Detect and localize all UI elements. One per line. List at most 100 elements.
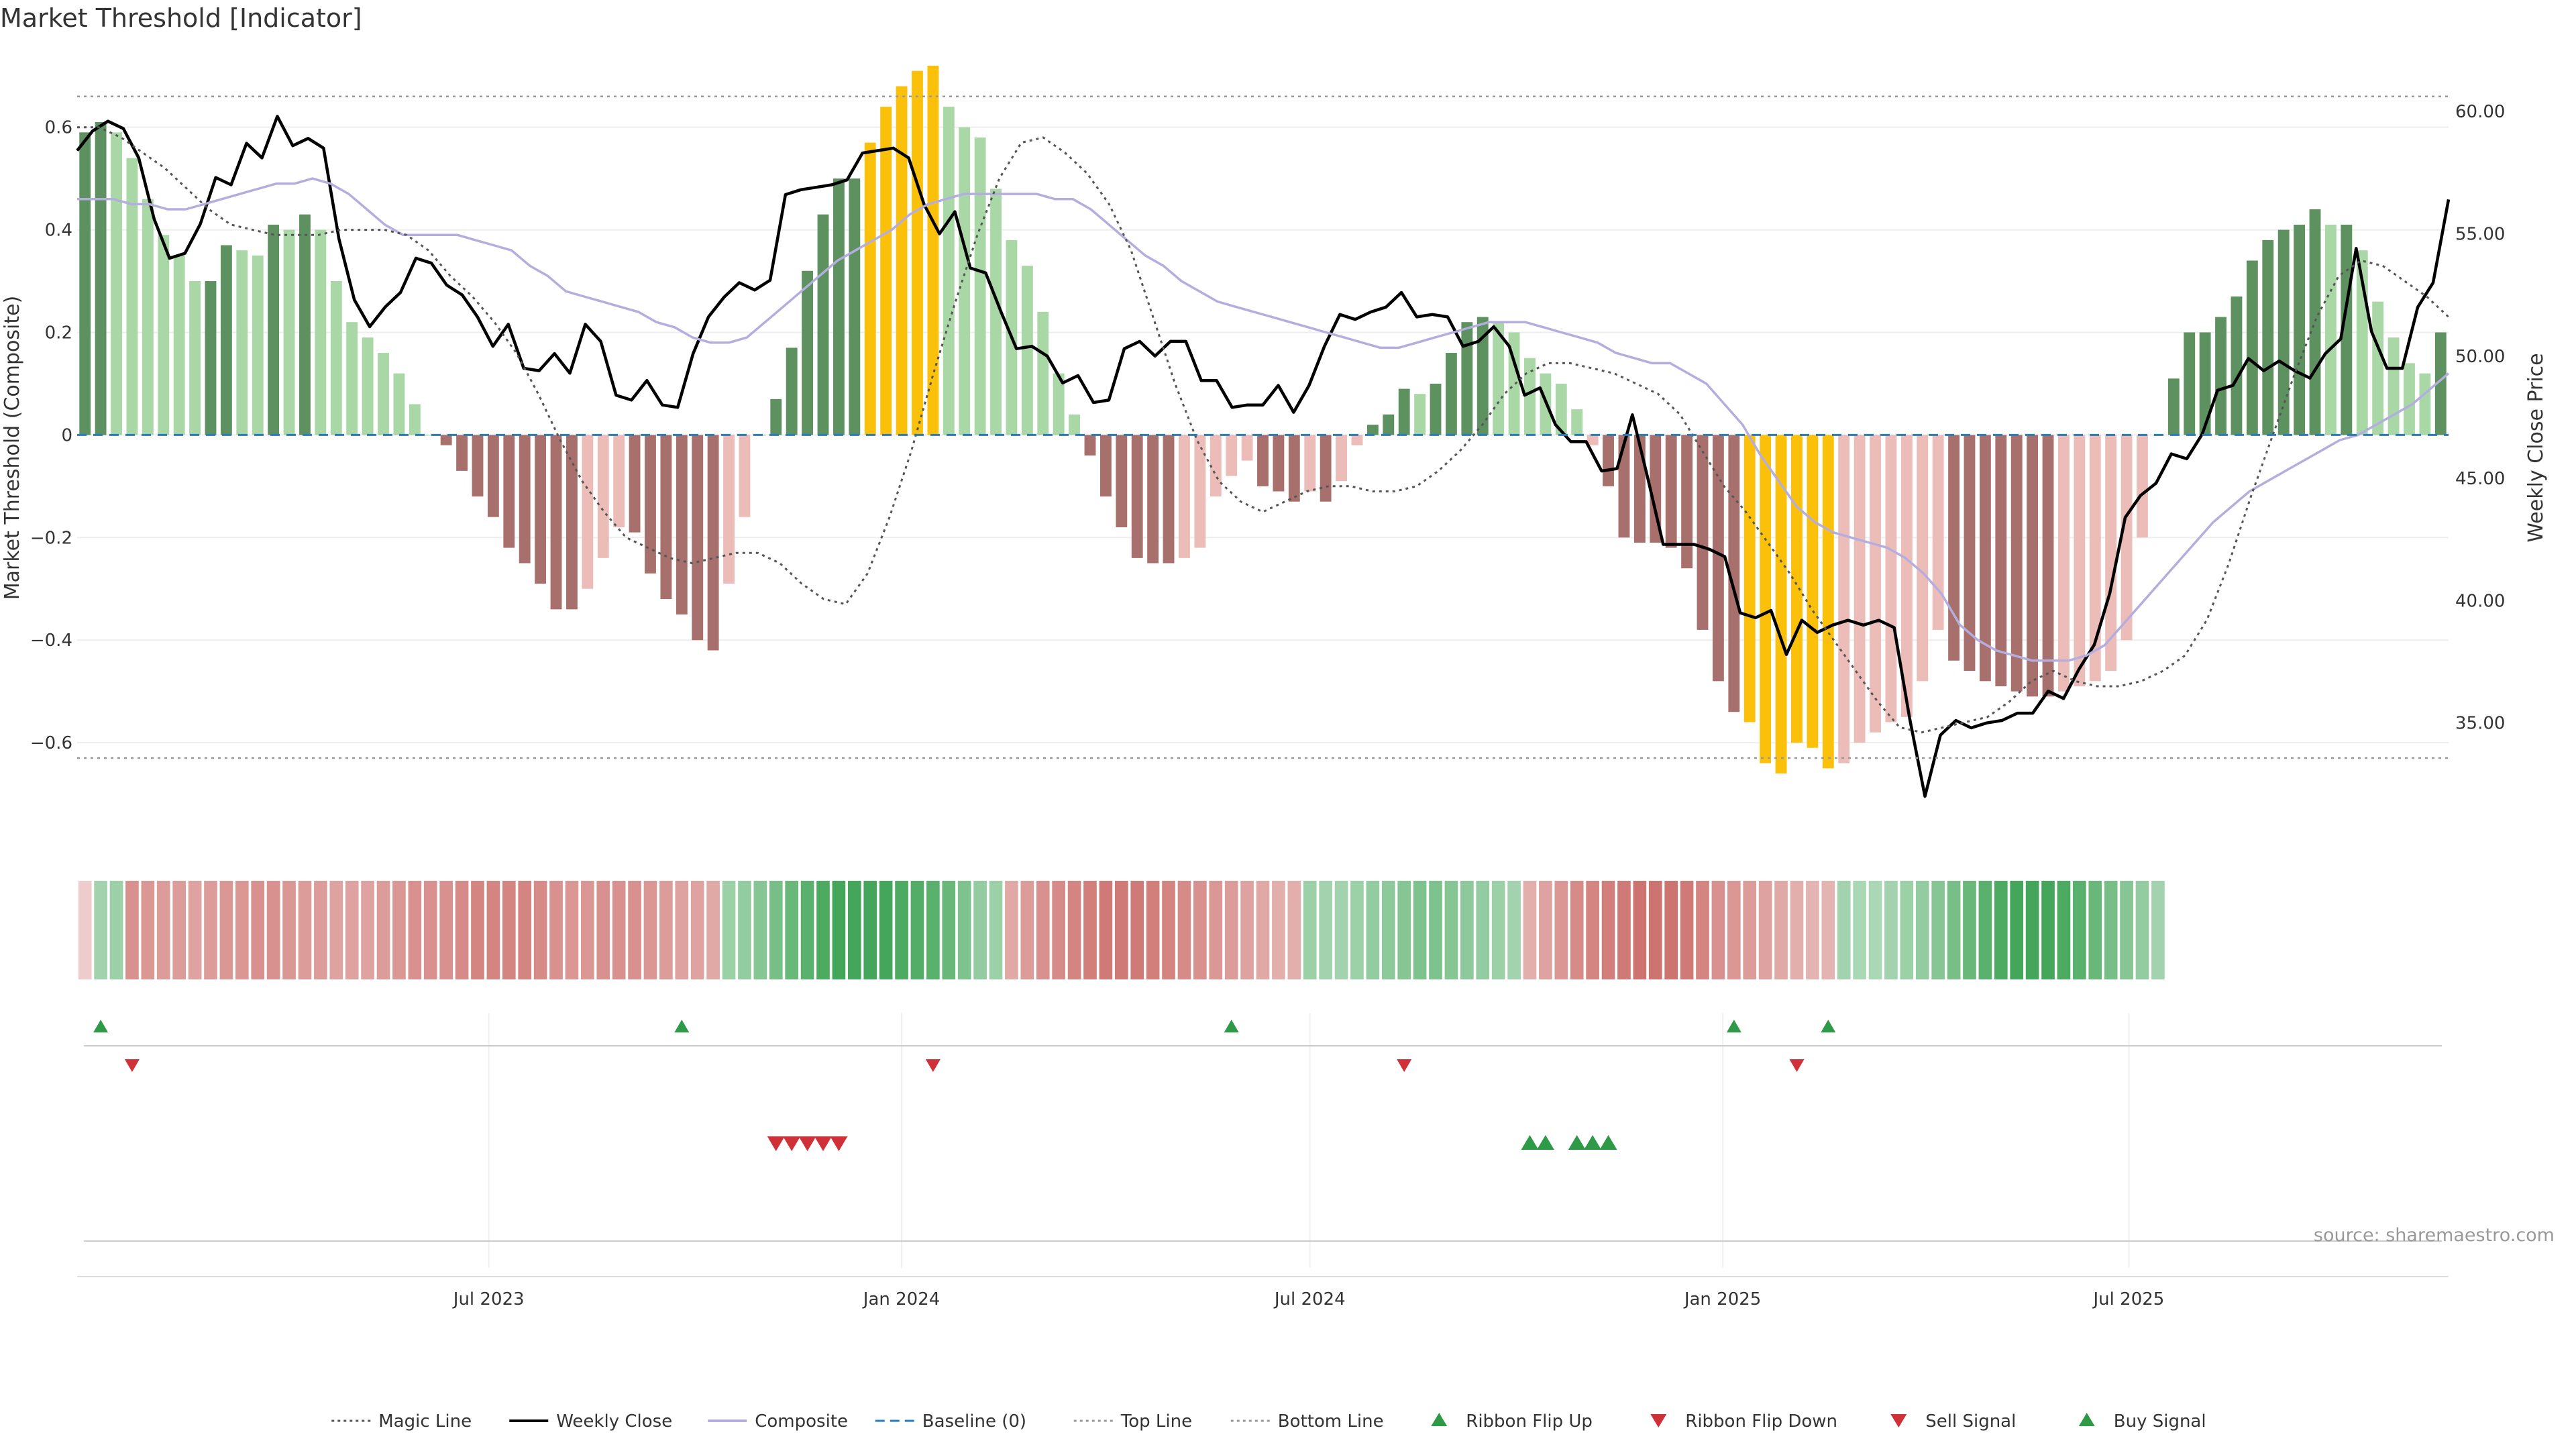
ribbon-cell-5 (156, 881, 170, 979)
ribbon-cell-80 (1334, 881, 1348, 979)
ribbon-cell-116 (1900, 881, 1914, 979)
ribbon-cell-15 (314, 881, 327, 979)
bar-104 (1712, 435, 1724, 682)
ribbon-cell-35 (628, 881, 641, 979)
ribbon-cell-117 (1915, 881, 1929, 979)
ribbon-cell-123 (2010, 881, 2024, 979)
chart-title: Market Threshold [Indicator] (0, 3, 362, 33)
bar-62 (1053, 373, 1065, 435)
ribbon-cell-26 (486, 881, 500, 979)
ribbon-cell-40 (706, 881, 720, 979)
bar-134 (2184, 332, 2196, 435)
bar-143 (2324, 224, 2337, 435)
bar-1 (95, 122, 107, 435)
bar-94 (1555, 383, 1567, 435)
bar-105 (1728, 435, 1740, 712)
bar-138 (2246, 260, 2258, 435)
legend-item-ribbon-flip-up: Ribbon Flip Up (1431, 1411, 1593, 1432)
ribbon-cell-75 (1256, 881, 1270, 979)
bar-54 (927, 65, 939, 435)
ribbon-flip-down-1 (925, 1059, 941, 1072)
right-tick-3: 45.00 (2455, 469, 2505, 489)
legend-label-1: Weekly Close (556, 1411, 672, 1432)
legend-item-top-line: Top Line (1073, 1411, 1192, 1432)
legend-item-bottom-line: Bottom Line (1230, 1411, 1384, 1432)
ribbon-cell-21 (408, 881, 422, 979)
legend-label-3: Baseline (0) (922, 1411, 1026, 1432)
bar-5 (158, 235, 170, 435)
ribbon-cell-69 (1162, 881, 1175, 979)
bar-110 (1807, 435, 1819, 748)
ribbon-cell-32 (581, 881, 594, 979)
ribbon-cell-70 (1177, 881, 1191, 979)
bar-77 (1288, 435, 1300, 502)
ribbon-cell-54 (926, 881, 940, 979)
x-axis: Jul 2023 Jan 2024 Jul 2024 Jan 2025 Jul 2025 (77, 1276, 2449, 1309)
ribbon-cell-91 (1507, 881, 1521, 979)
ribbon-cell-10 (235, 881, 249, 979)
ribbon-cell-17 (345, 881, 359, 979)
bar-124 (2027, 435, 2039, 697)
ribbon-cell-38 (675, 881, 689, 979)
legend-label-9: Buy Signal (2114, 1411, 2206, 1432)
bar-108 (1775, 435, 1787, 773)
x-tick-4: Jul 2025 (2092, 1289, 2165, 1309)
ribbon-cell-107 (1758, 881, 1772, 979)
ribbon-flip-down-0 (124, 1059, 140, 1072)
ribbon-cell-16 (329, 881, 343, 979)
ribbon-cell-3 (125, 881, 139, 979)
ribbon-cell-12 (266, 881, 280, 979)
bar-48 (833, 178, 845, 435)
bar-73 (1226, 435, 1238, 476)
legend-item-sell-signal: Sell Signal (1890, 1411, 2016, 1432)
ribbon-cell-106 (1743, 881, 1757, 979)
bar-122 (1995, 435, 2007, 686)
legend-marker-8 (1890, 1414, 1907, 1428)
legend-label-4: Top Line (1120, 1411, 1192, 1432)
left-tick-1: 0.4 (45, 221, 72, 241)
legend: Magic Line Weekly Close Composite Baseline … (331, 1411, 2206, 1432)
bar-10 (236, 250, 248, 435)
bar-69 (1163, 435, 1175, 564)
grid (77, 126, 2449, 1268)
ribbon-cell-62 (1052, 881, 1065, 979)
bar-44 (770, 398, 782, 435)
ribbon-cell-90 (1491, 881, 1505, 979)
ribbon-cell-9 (219, 881, 233, 979)
ribbon-cell-129 (2104, 881, 2118, 979)
ribbon-cell-57 (973, 881, 987, 979)
bar-114 (1870, 435, 1881, 733)
ribbon-cell-52 (895, 881, 908, 979)
bar-140 (2277, 229, 2290, 435)
ribbon-cell-18 (361, 881, 374, 979)
x-tick-0: Jul 2023 (452, 1289, 525, 1309)
ribbon-cell-115 (1884, 881, 1898, 979)
bar-70 (1179, 435, 1190, 558)
bar-11 (252, 255, 264, 435)
ribbon-cell-82 (1366, 881, 1380, 979)
ribbon-cell-4 (141, 881, 155, 979)
bar-96 (1587, 435, 1599, 445)
bar-107 (1760, 435, 1772, 763)
bar-29 (535, 435, 547, 584)
ribbon-cell-8 (204, 881, 217, 979)
left-tick-6: −0.6 (30, 733, 72, 753)
ribbon-cell-86 (1429, 881, 1442, 979)
ribbon-cell-93 (1539, 881, 1552, 979)
bar-116 (1900, 435, 1913, 717)
sell-signal-0 (767, 1136, 785, 1151)
bar-2 (111, 132, 122, 435)
legend-label-2: Composite (755, 1411, 848, 1432)
ribbon-cell-71 (1193, 881, 1207, 979)
bar-149 (2419, 373, 2431, 435)
ribbon-cell-28 (518, 881, 532, 979)
bar-46 (802, 270, 814, 435)
bar-58 (990, 189, 1002, 435)
bar-34 (613, 435, 625, 527)
bar-38 (676, 435, 688, 614)
ribbon-flip-down-3 (1789, 1059, 1805, 1072)
ribbon-cell-36 (643, 881, 657, 979)
ribbon-cell-45 (785, 881, 799, 979)
bar-20 (393, 373, 405, 435)
ribbon-cell-132 (2151, 881, 2165, 979)
